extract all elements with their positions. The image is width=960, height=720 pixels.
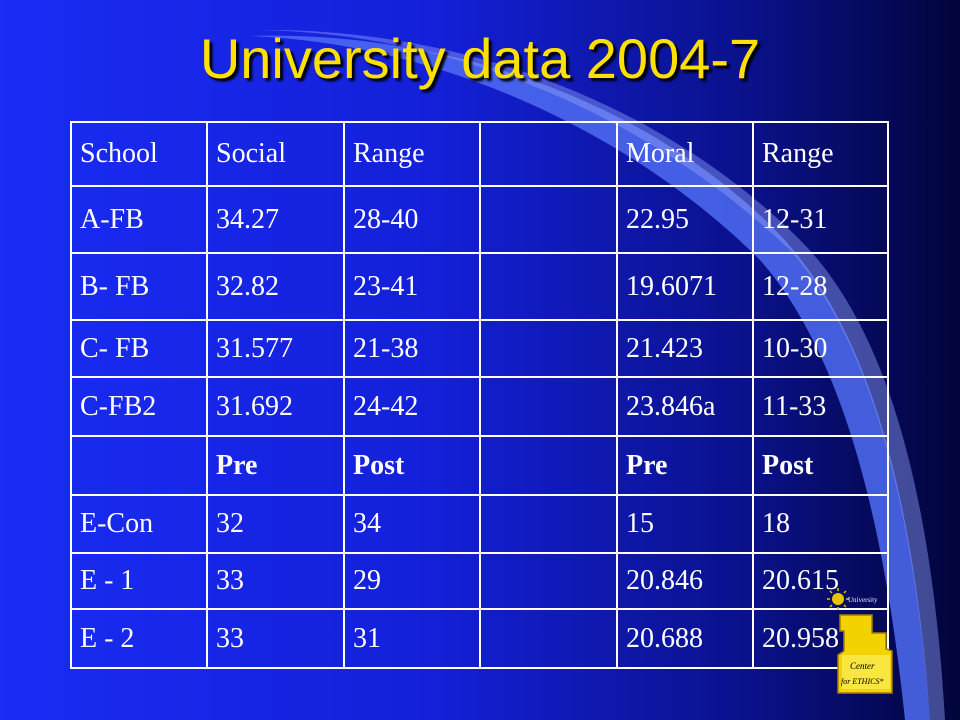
table-cell: 21.423 (616, 319, 754, 378)
table-cell: A-FB (70, 185, 208, 254)
table-cell: 24-42 (343, 376, 481, 437)
table-cell (479, 252, 618, 321)
table-header-row: School Social Range Moral Range (70, 121, 889, 187)
table-cell: Pre (206, 435, 345, 496)
table-cell: 10-30 (752, 319, 889, 378)
table-cell: 21-38 (343, 319, 481, 378)
table-cell: 32.82 (206, 252, 345, 321)
table-cell: 31.577 (206, 319, 345, 378)
table-cell: 20.615 (752, 552, 889, 610)
table-cell: C-FB2 (70, 376, 208, 437)
table-cell (479, 185, 618, 254)
table-cell: E - 2 (70, 608, 208, 669)
header-school: School (70, 121, 208, 187)
table-cell: 12-31 (752, 185, 889, 254)
table-row: B- FB 32.82 23-41 19.6071 12-28 (70, 252, 889, 321)
table-row: E-Con 32 34 15 18 (70, 494, 889, 554)
table-cell: 23.846a (616, 376, 754, 437)
table-cell (479, 319, 618, 378)
header-social-range: Range (343, 121, 481, 187)
table-row: A-FB 34.27 28-40 22.95 12-31 (70, 185, 889, 254)
logo-ethics-text: for ETHICS* (841, 677, 883, 686)
table-cell: 34 (343, 494, 481, 554)
logo-university-text: University (848, 596, 878, 604)
table-cell: Pre (616, 435, 754, 496)
table-cell: 28-40 (343, 185, 481, 254)
table-cell: 11-33 (752, 376, 889, 437)
header-moral-range: Range (752, 121, 889, 187)
table-cell (479, 376, 618, 437)
table-cell: 29 (343, 552, 481, 610)
ethics-center-logo: University Center for ETHICS* (827, 588, 893, 694)
table-cell (70, 435, 208, 496)
header-blank (479, 121, 618, 187)
table-cell (479, 608, 618, 669)
logo-sun-icon (832, 593, 844, 605)
table-cell: 12-28 (752, 252, 889, 321)
header-social: Social (206, 121, 345, 187)
table-cell (479, 552, 618, 610)
table-cell: E - 1 (70, 552, 208, 610)
table-cell: 18 (752, 494, 889, 554)
university-data-table: School Social Range Moral Range A-FB 34.… (70, 121, 889, 669)
table-row: E - 1 33 29 20.846 20.615 (70, 552, 889, 610)
table-cell: 32 (206, 494, 345, 554)
table-cell: 34.27 (206, 185, 345, 254)
table-cell: 23-41 (343, 252, 481, 321)
table-cell: 20.688 (616, 608, 754, 669)
table-cell (479, 494, 618, 554)
table-cell: 20.846 (616, 552, 754, 610)
table-cell: 33 (206, 552, 345, 610)
table-row: E - 2 33 31 20.688 20.958 (70, 608, 889, 669)
table-cell: 22.95 (616, 185, 754, 254)
table-cell: C- FB (70, 319, 208, 378)
slide-title: University data 2004-7 (199, 27, 761, 90)
table-cell: Post (343, 435, 481, 496)
table-cell: 15 (616, 494, 754, 554)
table-cell: 31.692 (206, 376, 345, 437)
table-cell (479, 435, 618, 496)
table-cell: 33 (206, 608, 345, 669)
table-cell: E-Con (70, 494, 208, 554)
table-cell: 19.6071 (616, 252, 754, 321)
table-cell: 31 (343, 608, 481, 669)
header-moral: Moral (616, 121, 754, 187)
pre-post-subheader-row: Pre Post Pre Post (70, 435, 889, 496)
table-cell: Post (752, 435, 889, 496)
logo-center-text: Center (850, 661, 875, 671)
table-row: C- FB 31.577 21-38 21.423 10-30 (70, 319, 889, 378)
table-cell: B- FB (70, 252, 208, 321)
table-row: C-FB2 31.692 24-42 23.846a 11-33 (70, 376, 889, 437)
